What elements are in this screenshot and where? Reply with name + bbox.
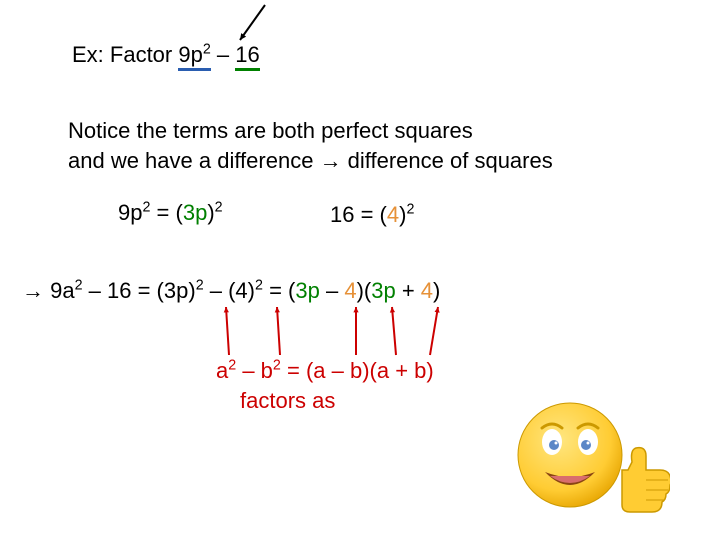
notice-line-1: Notice the terms are both perfect square… (68, 118, 473, 144)
notice-line-2: and we have a difference → difference of… (68, 148, 553, 174)
term-9p2: 9p2 (178, 42, 210, 71)
sq1-inner: 3p (183, 200, 207, 225)
factors-as-label: factors as (240, 388, 335, 414)
formula-line: a2 – b2 = (a – b)(a + b) (216, 358, 434, 384)
square-identity-2: 16 = (4)2 (330, 202, 414, 228)
sq2-inner: 4 (387, 202, 399, 227)
arrow-icon: → (22, 278, 44, 303)
ex-prefix: Ex: Factor (72, 42, 178, 67)
sq1-lhs: 9p2 (118, 200, 150, 225)
arrow-icon: → (320, 148, 342, 173)
work-line: → 9a2 – 16 = (3p)2 – (4)2 = (3p – 4)(3p … (22, 278, 440, 304)
smiley-icon (500, 380, 670, 530)
square-identity-1: 9p2 = (3p)2 (118, 200, 223, 226)
minus: – (211, 42, 235, 67)
term-16: 16 (235, 42, 259, 71)
example-line: Ex: Factor 9p2 – 16 (72, 42, 260, 68)
slide: Ex: Factor 9p2 – 16 Notice the terms are… (0, 0, 720, 540)
